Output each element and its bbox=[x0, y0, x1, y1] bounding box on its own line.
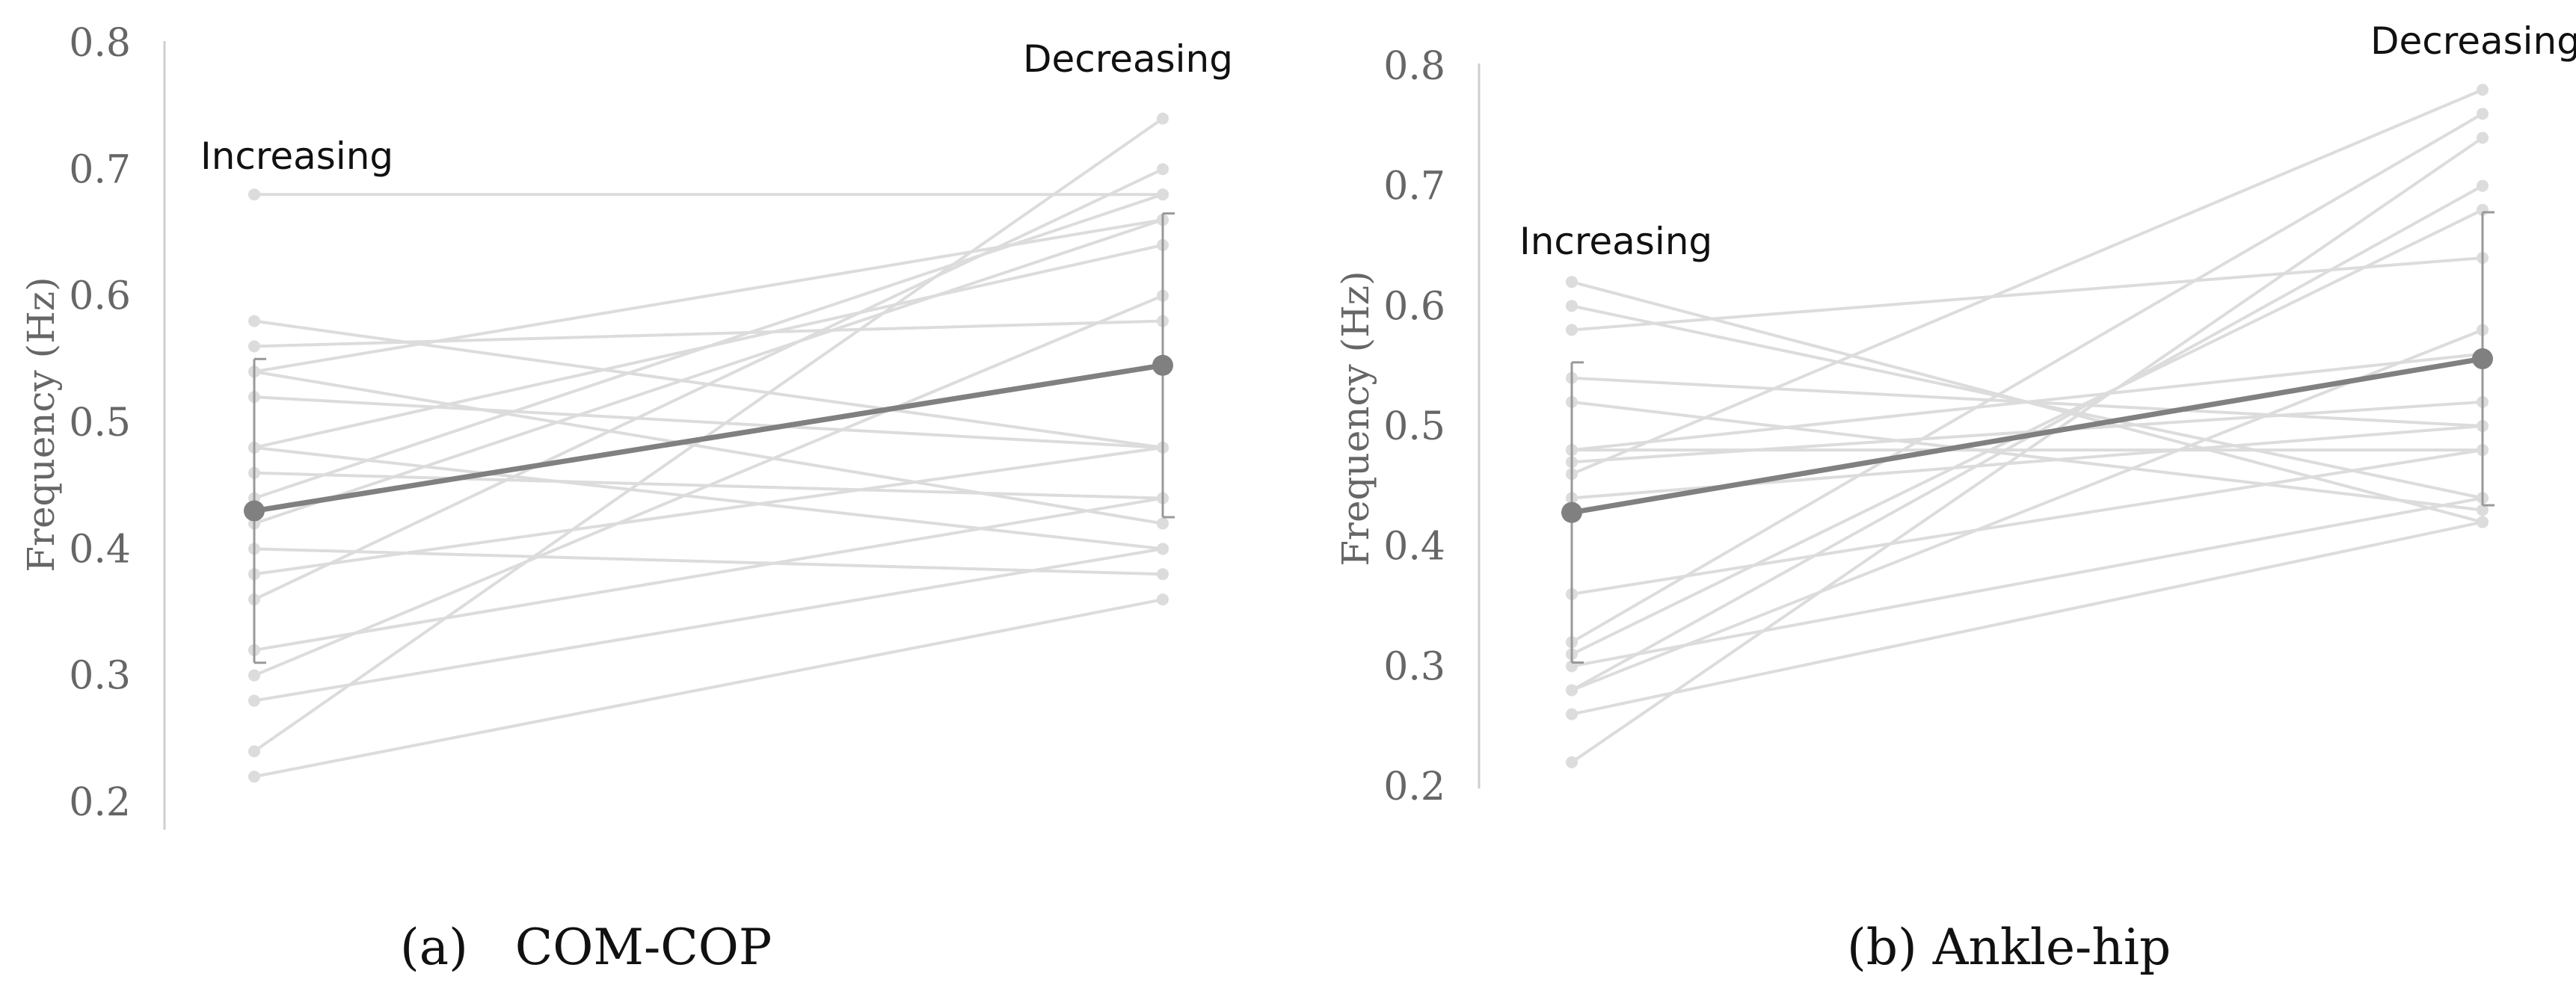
individual-line bbox=[1571, 496, 2483, 668]
condition-label-decreasing: Decreasing bbox=[1023, 37, 1233, 81]
individual-point bbox=[1157, 543, 1169, 555]
mean-series bbox=[244, 354, 1173, 522]
individual-lines bbox=[253, 117, 1164, 779]
individual-point bbox=[2477, 84, 2489, 96]
individual-point bbox=[1157, 568, 1169, 581]
individual-line bbox=[1571, 520, 2483, 716]
individual-line bbox=[253, 294, 1163, 677]
individual-line bbox=[253, 167, 1163, 601]
y-tick-label: 0.7 bbox=[1383, 164, 1445, 209]
mean-line bbox=[1571, 356, 2483, 516]
individual-point bbox=[2477, 179, 2489, 192]
y-tick-label: 0.4 bbox=[1383, 525, 1445, 570]
y-tick-label: 0.7 bbox=[69, 147, 131, 192]
individual-line bbox=[253, 218, 1163, 374]
mean-series bbox=[1561, 348, 2493, 523]
chart-title: (a) COM-COP bbox=[400, 919, 772, 976]
individual-point bbox=[2477, 504, 2489, 516]
individual-line bbox=[1571, 352, 2483, 452]
y-tick-label: 0.5 bbox=[69, 401, 131, 445]
y-tick-label: 0.6 bbox=[69, 274, 131, 319]
individual-point bbox=[1157, 188, 1169, 201]
individual-point bbox=[1566, 276, 1578, 288]
mean-point bbox=[2472, 348, 2493, 370]
y-tick-label: 0.4 bbox=[69, 527, 131, 572]
individual-line bbox=[253, 319, 1163, 348]
mean-point bbox=[244, 500, 265, 522]
y-tick-labels: 0.8 0.7 0.6 0.5 0.4 0.3 0.2 bbox=[1383, 44, 1445, 809]
individual-line bbox=[1570, 136, 2484, 764]
individual-line bbox=[253, 193, 1163, 500]
individual-point bbox=[1157, 112, 1169, 125]
individual-point bbox=[1566, 684, 1578, 697]
chart-com-cop: 0.8 0.7 0.6 0.5 0.4 0.3 0.2 Frequency (Hz) Inc… bbox=[19, 21, 1233, 976]
individual-point bbox=[1566, 708, 1578, 720]
chart-ankle-hip: 0.8 0.7 0.6 0.5 0.4 0.3 0.2 Frequency (Hz) Inc… bbox=[1334, 19, 2576, 976]
individual-point bbox=[248, 315, 260, 327]
individual-point bbox=[1566, 756, 1578, 768]
individual-line bbox=[253, 445, 1163, 551]
mean-point bbox=[1561, 502, 1582, 523]
individual-point bbox=[248, 745, 260, 758]
individual-line bbox=[253, 547, 1163, 703]
individual-line bbox=[253, 117, 1164, 753]
individual-line bbox=[1571, 256, 2483, 332]
individual-line bbox=[253, 496, 1163, 652]
individual-line bbox=[253, 218, 1163, 525]
individual-point bbox=[2477, 132, 2489, 144]
y-tick-label: 0.2 bbox=[1383, 765, 1445, 809]
individual-point bbox=[1157, 163, 1169, 176]
y-tick-label: 0.5 bbox=[1383, 404, 1445, 449]
chart-title: (b) Ankle-hip bbox=[1847, 919, 2171, 976]
individual-point bbox=[248, 669, 260, 682]
y-axis-label: Frequency (Hz) bbox=[19, 277, 63, 572]
y-tick-label: 0.8 bbox=[69, 21, 131, 66]
individual-point bbox=[248, 188, 260, 201]
individual-point bbox=[1157, 517, 1169, 530]
mean-line bbox=[253, 362, 1163, 513]
individual-line bbox=[1571, 400, 2483, 512]
individual-points bbox=[1566, 84, 2489, 768]
individual-line bbox=[253, 598, 1163, 779]
condition-label-increasing: Increasing bbox=[200, 135, 393, 178]
condition-label-decreasing: Decreasing bbox=[2370, 19, 2576, 63]
mean-point bbox=[1152, 354, 1173, 376]
individual-lines bbox=[1570, 88, 2484, 764]
individual-line bbox=[253, 370, 1163, 525]
individual-line bbox=[253, 445, 1163, 576]
individual-line bbox=[1571, 328, 2483, 692]
individual-line bbox=[1571, 209, 2483, 656]
individual-point bbox=[1566, 300, 1578, 312]
y-tick-label: 0.2 bbox=[69, 780, 131, 825]
y-tick-label: 0.3 bbox=[1383, 644, 1445, 689]
individual-point bbox=[248, 771, 260, 783]
individual-point bbox=[1566, 324, 1578, 336]
individual-point bbox=[1157, 593, 1169, 606]
individual-point bbox=[248, 694, 260, 707]
condition-label-increasing: Increasing bbox=[1519, 220, 1712, 263]
y-tick-label: 0.8 bbox=[1383, 44, 1445, 89]
individual-point bbox=[248, 340, 260, 353]
individual-point bbox=[2477, 516, 2489, 528]
individual-line bbox=[253, 395, 1163, 449]
individual-line bbox=[1571, 448, 2483, 596]
y-tick-label: 0.6 bbox=[1383, 284, 1445, 329]
y-tick-label: 0.3 bbox=[69, 654, 131, 699]
individual-point bbox=[2477, 108, 2489, 120]
y-tick-labels: 0.8 0.7 0.6 0.5 0.4 0.3 0.2 bbox=[69, 21, 131, 825]
individual-line bbox=[1570, 112, 2484, 644]
individual-line bbox=[1571, 88, 2483, 476]
y-axis-label: Frequency (Hz) bbox=[1334, 271, 1377, 566]
